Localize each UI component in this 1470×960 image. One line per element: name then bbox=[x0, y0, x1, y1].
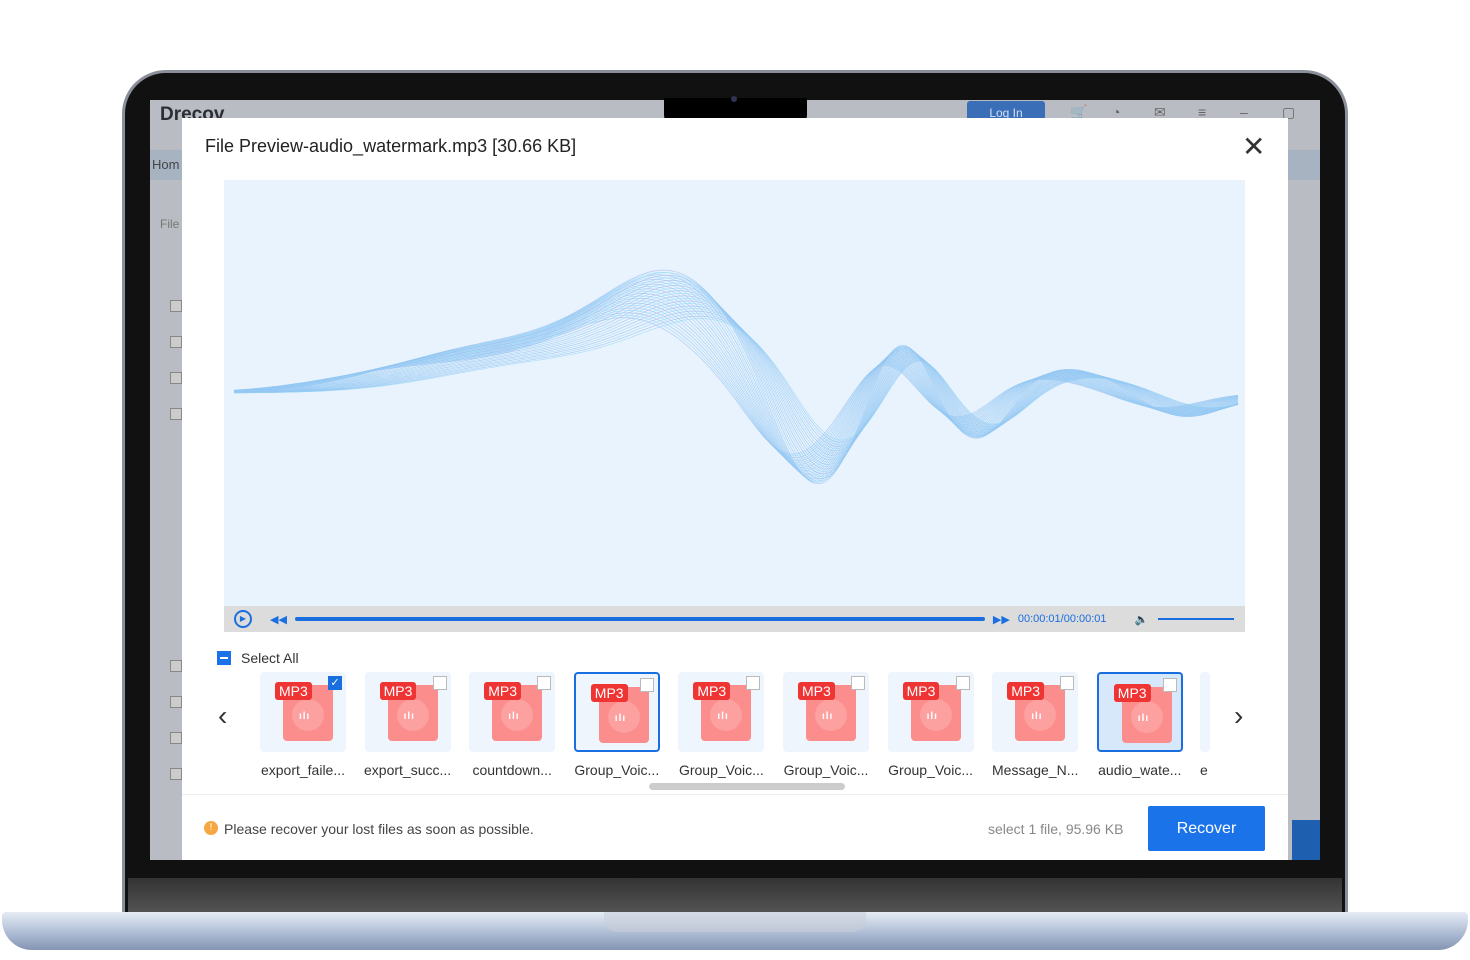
audio-player: ▶ ◀◀ ▶▶ 00:00:01/00:00:01 🔈 bbox=[224, 606, 1245, 632]
file-checkbox[interactable] bbox=[1060, 676, 1075, 690]
fast-forward-icon[interactable]: ▶▶ bbox=[992, 613, 1010, 626]
menu-icon[interactable]: ≡ bbox=[1198, 104, 1207, 120]
recover-button[interactable]: Recover bbox=[1148, 806, 1265, 851]
file-type-tag: MP3 bbox=[1007, 682, 1044, 700]
file-type-tag: MP3 bbox=[1113, 684, 1151, 702]
close-icon[interactable]: ✕ bbox=[1242, 131, 1266, 162]
tree-checkbox[interactable] bbox=[170, 660, 182, 672]
tree-checkbox[interactable] bbox=[170, 300, 182, 312]
minimize-icon[interactable]: – bbox=[1240, 104, 1248, 120]
prev-arrow-icon[interactable]: ‹ bbox=[218, 700, 228, 731]
file-thumbnail[interactable]: ılı MP3 bbox=[364, 672, 451, 752]
file-thumbnail[interactable]: ılı MP3 bbox=[1096, 672, 1183, 752]
file-type-tag: MP3 bbox=[693, 682, 731, 700]
warning-icon: ! bbox=[204, 821, 218, 835]
waveform-line bbox=[233, 269, 1239, 485]
waveform-line bbox=[233, 315, 1239, 443]
select-all-label: Select All bbox=[241, 650, 299, 666]
audio-file-icon: ılı bbox=[806, 685, 856, 741]
seek-bar[interactable] bbox=[294, 617, 985, 621]
waveform-line bbox=[233, 274, 1239, 480]
file-thumbnail[interactable]: ılı MP3 bbox=[678, 672, 765, 752]
waveform-display bbox=[224, 180, 1245, 606]
waveform-line bbox=[233, 277, 1239, 477]
file-type-tag: MP3 bbox=[275, 682, 312, 700]
file-checkbox[interactable] bbox=[746, 676, 761, 690]
waveform-line bbox=[233, 280, 1239, 475]
maximize-icon[interactable]: ▢ bbox=[1282, 104, 1296, 120]
support-icon[interactable]: ◔ bbox=[1112, 104, 1121, 120]
file-name: Group_Voic... bbox=[574, 762, 660, 778]
volume-slider[interactable] bbox=[1158, 618, 1235, 620]
camera-icon bbox=[731, 96, 737, 102]
waveform-line bbox=[233, 318, 1239, 441]
file-thumbnail[interactable]: ılı MP3 bbox=[783, 672, 869, 752]
tree-checkbox[interactable] bbox=[170, 696, 182, 708]
file-name: Group_Voic... bbox=[783, 762, 869, 778]
file-checkbox[interactable] bbox=[955, 676, 970, 690]
file-name: Group_Voic... bbox=[678, 762, 764, 778]
file-type-tag: MP3 bbox=[902, 682, 940, 700]
waveform-graphic bbox=[233, 269, 1239, 485]
select-all-checkbox[interactable] bbox=[217, 651, 231, 665]
file-checkbox[interactable] bbox=[537, 676, 552, 690]
file-type-tag: MP3 bbox=[798, 682, 835, 700]
file-label: File bbox=[160, 217, 180, 231]
volume-icon[interactable]: 🔈 bbox=[1134, 613, 1149, 626]
file-thumbnail[interactable]: ılı MP3 ✓ bbox=[260, 672, 346, 752]
recover-notice: Please recover your lost files as soon a… bbox=[224, 821, 534, 837]
file-thumbnail[interactable]: ılı MP3 bbox=[992, 672, 1079, 752]
dialog-title: File Preview-audio_watermark.mp3 [30.66 … bbox=[205, 136, 577, 156]
file-thumbnail[interactable]: ılı MP3 bbox=[887, 672, 974, 752]
file-name: Message_N... bbox=[992, 762, 1079, 778]
tree-checkbox[interactable] bbox=[170, 732, 182, 744]
file-checkbox[interactable] bbox=[851, 676, 865, 690]
file-thumbnail[interactable]: ılı MP3 bbox=[469, 672, 556, 752]
play-icon[interactable]: ▶ bbox=[234, 610, 252, 628]
home-tab[interactable]: Hom bbox=[152, 157, 180, 172]
file-type-tag: MP3 bbox=[379, 682, 417, 700]
file-name: export_succ... bbox=[364, 762, 452, 778]
time-display: 00:00:01/00:00:01 bbox=[1017, 613, 1107, 625]
file-name: Group_Voic... bbox=[888, 762, 973, 778]
mail-icon[interactable]: ✉ bbox=[1154, 104, 1166, 120]
file-checkbox[interactable] bbox=[1162, 678, 1177, 692]
file-checkbox[interactable] bbox=[432, 676, 447, 690]
waveform-line bbox=[233, 305, 1239, 452]
waveform-line bbox=[233, 314, 1239, 457]
file-thumbnail[interactable]: ılı MP3 bbox=[573, 672, 660, 752]
horizontal-scrollbar[interactable] bbox=[649, 783, 845, 790]
tree-checkbox[interactable] bbox=[170, 408, 182, 420]
file-type-tag: MP3 bbox=[590, 684, 628, 702]
selection-summary: select 1 file, 95.96 KB bbox=[988, 821, 1124, 837]
waveform-line bbox=[234, 310, 1239, 447]
login-button[interactable]: Log In bbox=[967, 101, 1045, 123]
waveform-line bbox=[233, 272, 1239, 482]
file-type-tag: MP3 bbox=[484, 682, 521, 700]
waveform-line bbox=[234, 313, 1239, 445]
file-thumbnail-partial[interactable] bbox=[1200, 672, 1210, 752]
tree-checkbox[interactable] bbox=[170, 372, 182, 384]
dialog-footer: ! Please recover your lost files as soon… bbox=[182, 794, 1288, 860]
waveform-line bbox=[234, 308, 1239, 449]
file-checkbox[interactable] bbox=[639, 678, 654, 692]
file-name: audio_wate... bbox=[1098, 762, 1182, 778]
file-name-partial: e bbox=[1200, 762, 1208, 778]
file-name: export_faile... bbox=[260, 762, 346, 778]
file-name: countdown... bbox=[472, 762, 552, 778]
select-all[interactable]: Select All bbox=[217, 650, 299, 666]
file-preview-dialog: File Preview-audio_watermark.mp3 [30.66 … bbox=[182, 118, 1288, 860]
laptop-chin bbox=[128, 878, 1342, 914]
laptop-opening-notch bbox=[604, 912, 866, 932]
cart-icon[interactable]: 🛒 bbox=[1070, 104, 1088, 120]
next-arrow-icon[interactable]: › bbox=[1234, 700, 1244, 731]
tree-checkbox[interactable] bbox=[170, 768, 182, 780]
bg-recover-button bbox=[1292, 820, 1320, 860]
tree-checkbox[interactable] bbox=[170, 336, 182, 348]
rewind-icon[interactable]: ◀◀ bbox=[270, 613, 287, 626]
file-checkbox[interactable]: ✓ bbox=[328, 676, 342, 690]
audio-file-icon: ılı bbox=[387, 685, 438, 741]
